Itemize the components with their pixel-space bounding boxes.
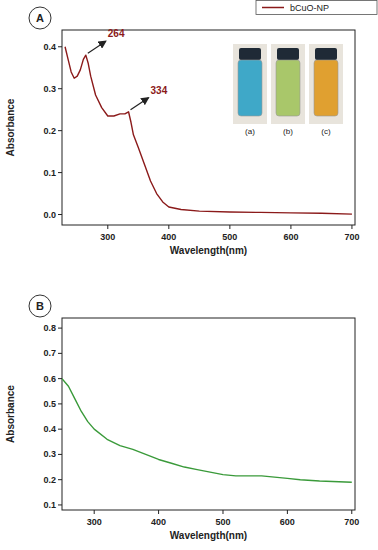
annotation-label: 334	[151, 85, 168, 96]
vial-cap	[239, 48, 261, 60]
y-tick-label: 0.2	[43, 126, 56, 136]
y-tick-label: 0.8	[43, 323, 56, 333]
y-tick	[58, 454, 62, 455]
y-tick	[58, 429, 62, 430]
y-tick-label: 0.7	[43, 348, 56, 358]
x-tick	[351, 510, 352, 514]
inset-label: (b)	[283, 127, 293, 136]
panel-1: B 300 400 500 600 700 0.1 0.2 0.3 0.4 0.5 0.6 0.7 0.8…	[5, 295, 359, 541]
panel-0: A 300 400 500 600 700 0.0 0.1 0.2 0.3 0.4 Wavelengt…	[5, 1, 377, 257]
vial	[238, 60, 262, 116]
vial	[314, 60, 338, 116]
annotation-arrow	[88, 41, 106, 53]
x-tick-label: 500	[215, 517, 230, 527]
panel-label: A	[36, 12, 44, 24]
figure: A 300 400 500 600 700 0.0 0.1 0.2 0.3 0.4 Wavelengt…	[0, 0, 378, 550]
x-tick-label: 600	[280, 517, 295, 527]
inset-background	[309, 44, 343, 124]
x-tick	[158, 510, 159, 514]
x-tick-label: 600	[283, 232, 298, 242]
annotation-arrow	[131, 98, 149, 110]
y-tick-label: 0.1	[43, 168, 56, 178]
legend-box	[256, 1, 377, 15]
y-tick-label: 0.5	[43, 399, 56, 409]
inset-background	[271, 44, 305, 124]
vial-cap	[315, 48, 337, 60]
x-axis-label: Wavelength(nm)	[170, 530, 247, 541]
x-tick	[290, 225, 291, 229]
x-tick-label: 500	[222, 232, 237, 242]
x-tick-label: 700	[344, 232, 359, 242]
y-tick	[58, 88, 62, 89]
panel-circle	[29, 7, 51, 29]
x-tick	[168, 225, 169, 229]
y-tick-label: 0.3	[43, 84, 56, 94]
x-tick	[222, 510, 223, 514]
x-tick-label: 300	[87, 517, 102, 527]
series-line	[65, 47, 352, 214]
x-axis-label: Wavelength(nm)	[170, 245, 247, 256]
plot-frame	[62, 318, 355, 510]
data-group	[65, 47, 352, 214]
y-tick	[58, 504, 62, 505]
y-tick	[58, 172, 62, 173]
series-line	[62, 379, 352, 483]
x-tick	[287, 510, 288, 514]
x-tick	[229, 225, 230, 229]
inset-label: (c)	[321, 127, 331, 136]
vial	[276, 60, 300, 116]
x-tick-label: 700	[344, 517, 359, 527]
panel-label: B	[36, 300, 44, 312]
legend-swatch	[262, 7, 284, 9]
annotation-label: 264	[108, 28, 125, 39]
y-axis-label: Absorbance	[5, 385, 16, 443]
y-tick-label: 0.3	[43, 449, 56, 459]
x-tick	[351, 225, 352, 229]
y-tick-label: 0.6	[43, 374, 56, 384]
y-tick	[58, 46, 62, 47]
y-tick	[58, 214, 62, 215]
y-tick-label: 0.4	[43, 42, 56, 52]
y-tick-label: 0.1	[43, 500, 56, 510]
x-tick	[107, 225, 108, 229]
y-tick	[58, 353, 62, 354]
inset-background	[233, 44, 267, 124]
vial-cap	[277, 48, 299, 60]
panel-circle	[29, 295, 51, 317]
y-tick-label: 0.2	[43, 475, 56, 485]
y-tick-label: 0.0	[43, 210, 56, 220]
legend-label: bCuO-NP	[290, 3, 329, 13]
y-tick	[58, 328, 62, 329]
y-tick	[58, 479, 62, 480]
y-tick	[58, 130, 62, 131]
x-tick-label: 300	[100, 232, 115, 242]
y-tick	[58, 403, 62, 404]
y-tick-label: 0.4	[43, 424, 56, 434]
x-tick-label: 400	[161, 232, 176, 242]
plot-frame	[62, 30, 355, 225]
y-tick	[58, 378, 62, 379]
x-tick	[94, 510, 95, 514]
inset-label: (a)	[245, 127, 255, 136]
y-axis-label: Absorbance	[5, 98, 16, 156]
data-group	[62, 379, 352, 483]
x-tick-label: 400	[151, 517, 166, 527]
